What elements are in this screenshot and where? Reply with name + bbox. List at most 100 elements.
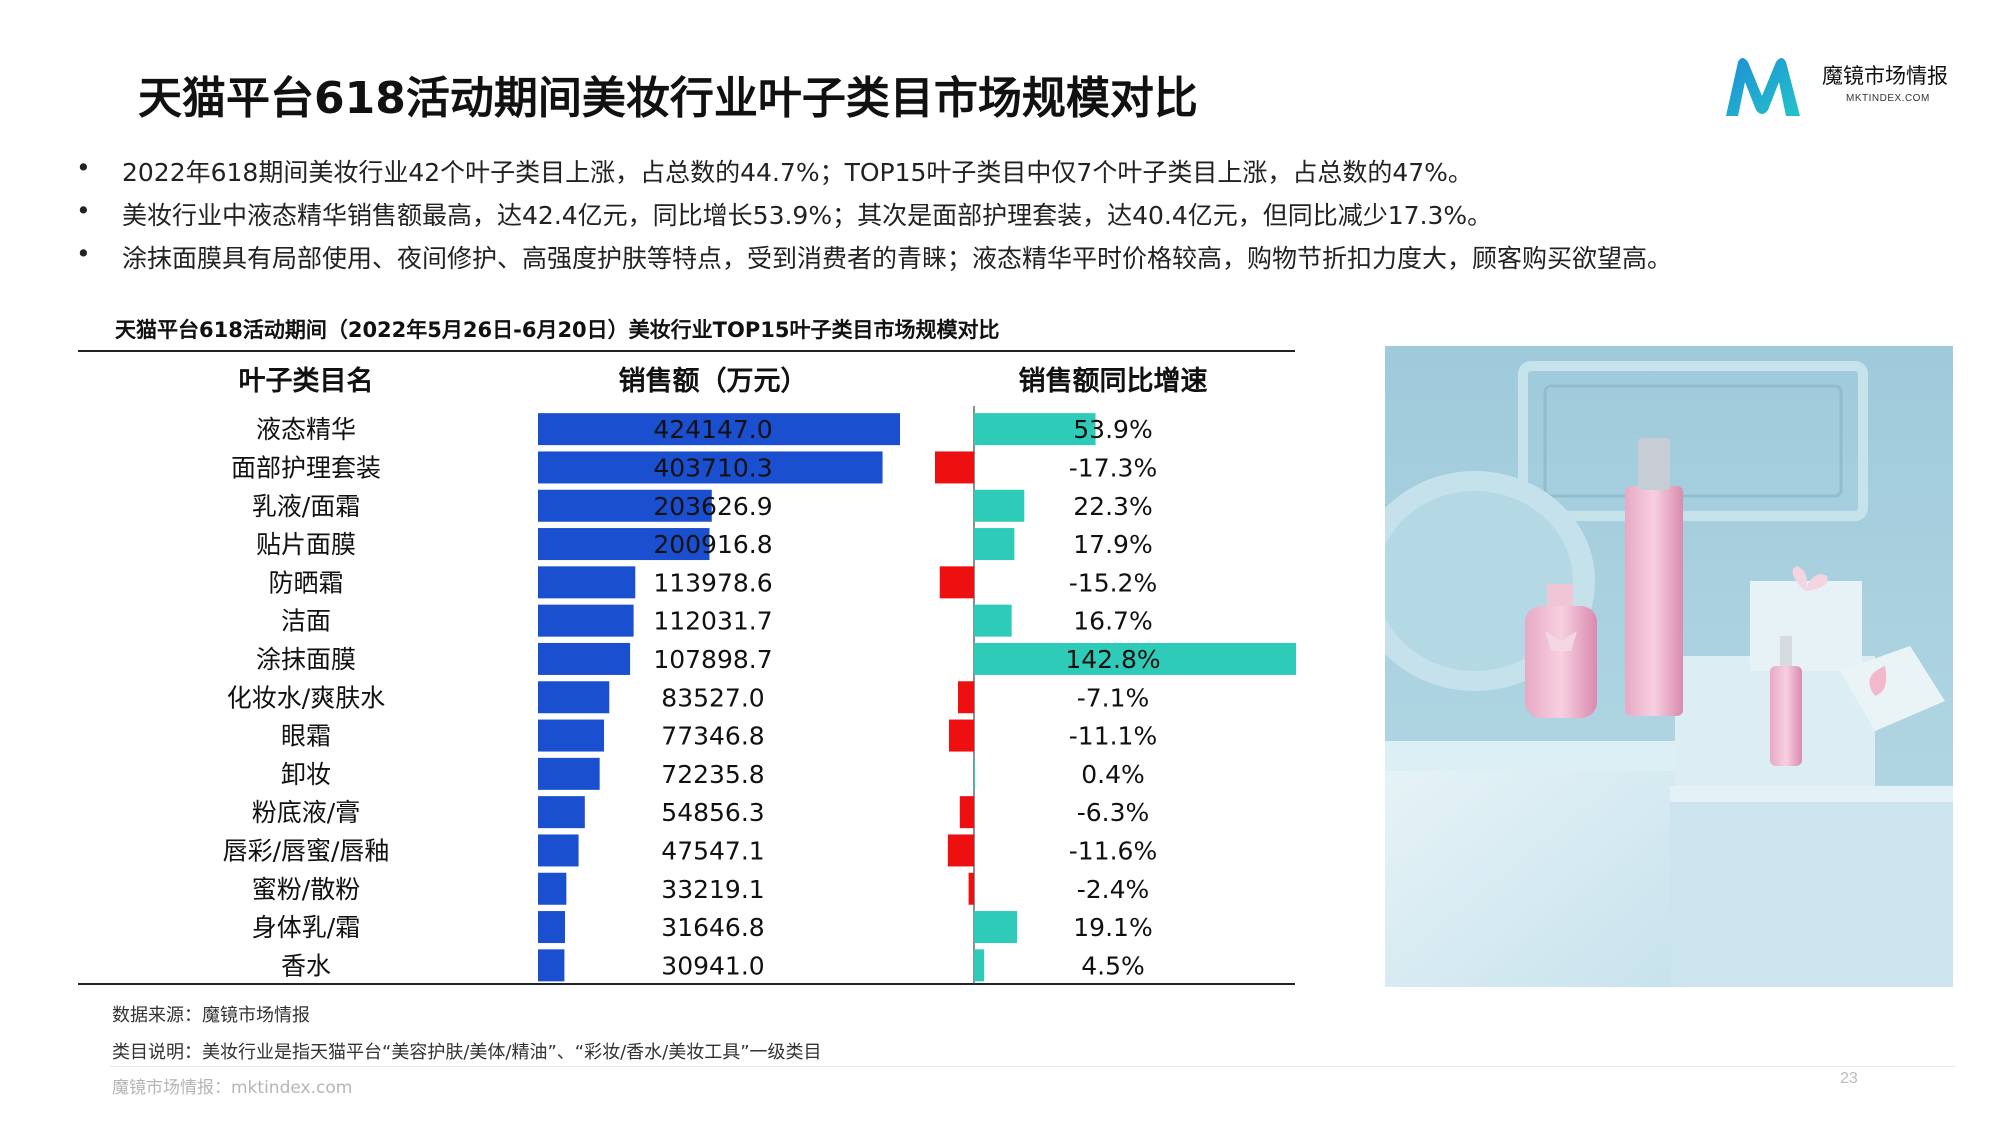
sales-bar bbox=[538, 451, 883, 484]
growth-value-label: 0.4% bbox=[1081, 760, 1145, 789]
sales-bar bbox=[538, 796, 585, 829]
category-label: 液态精华 bbox=[256, 415, 356, 444]
sales-value-label: 424147.0 bbox=[653, 415, 772, 444]
logo-m-icon bbox=[1726, 58, 1800, 116]
category-label: 乳液/面霜 bbox=[252, 492, 360, 521]
growth-bar bbox=[968, 872, 974, 905]
sales-bar bbox=[538, 834, 579, 867]
growth-value-label: -17.3% bbox=[1069, 453, 1157, 482]
growth-value-label: -2.4% bbox=[1077, 875, 1150, 904]
growth-bar bbox=[974, 949, 985, 982]
sales-bar bbox=[538, 489, 712, 522]
sales-value-label: 77346.8 bbox=[661, 722, 764, 751]
growth-bar bbox=[974, 489, 1025, 522]
brand-url: MKTINDEX.COM bbox=[1846, 93, 1930, 104]
footer-brand: 魔镜市场情报：mktindex.com bbox=[112, 1078, 353, 1098]
sales-bar bbox=[538, 413, 900, 446]
growth-value-label: 19.1% bbox=[1073, 913, 1152, 942]
category-label: 防晒霜 bbox=[268, 568, 343, 597]
page-title: 天猫平台618活动期间美妆行业叶子类目市场规模对比 bbox=[138, 73, 1198, 124]
growth-value-label: 22.3% bbox=[1073, 492, 1152, 521]
bullet-marker: • bbox=[76, 153, 91, 182]
page-number: 23 bbox=[1840, 1070, 1858, 1087]
sales-bar bbox=[538, 642, 631, 675]
category-label: 涂抹面膜 bbox=[256, 645, 356, 674]
bullet-text: 美妆行业中液态精华销售额最高，达42.4亿元，同比增长53.9%；其次是面部护理… bbox=[122, 201, 1493, 230]
sales-value-label: 31646.8 bbox=[661, 913, 764, 942]
growth-value-label: -6.3% bbox=[1077, 798, 1150, 827]
growth-value-label: -15.2% bbox=[1069, 568, 1157, 597]
sales-bar bbox=[538, 528, 710, 561]
footer-divider bbox=[110, 1066, 1955, 1067]
table-top-rule bbox=[78, 350, 1295, 352]
growth-value-label: 4.5% bbox=[1081, 951, 1145, 980]
sales-bar bbox=[538, 757, 600, 790]
growth-value-label: -11.1% bbox=[1069, 722, 1157, 751]
category-label: 化妆水/爽肤水 bbox=[227, 683, 385, 712]
column-header-category: 叶子类目名 bbox=[239, 365, 374, 397]
cosmetics-photo bbox=[1385, 346, 1953, 987]
sales-value-label: 112031.7 bbox=[653, 607, 772, 636]
category-label: 粉底液/膏 bbox=[252, 798, 360, 827]
column-header-growth: 销售额同比增速 bbox=[1019, 365, 1208, 397]
sales-bar bbox=[538, 911, 566, 944]
brand-name: 魔镜市场情报 bbox=[1822, 64, 1948, 88]
category-label: 面部护理套装 bbox=[231, 453, 381, 482]
growth-value-label: 16.7% bbox=[1073, 607, 1152, 636]
category-label: 贴片面膜 bbox=[256, 530, 356, 559]
growth-value-label: 53.9% bbox=[1073, 415, 1152, 444]
growth-bar bbox=[957, 681, 974, 714]
category-label: 洁面 bbox=[281, 607, 331, 636]
brand-logo: 魔镜市场情报 MKTINDEX.COM bbox=[1722, 52, 1962, 122]
bullet-item: • 涂抹面膜具有局部使用、夜间修护、高强度护肤等特点，受到消费者的青睐；液态精华… bbox=[70, 239, 1950, 282]
bullet-item: • 美妆行业中液态精华销售额最高，达42.4亿元，同比增长53.9%；其次是面部… bbox=[70, 196, 1950, 239]
sales-value-label: 33219.1 bbox=[661, 875, 764, 904]
category-note: 类目说明：美妆行业是指天猫平台“美容护肤/美体/精油”、“彩妆/香水/美妆工具”… bbox=[112, 1042, 822, 1063]
growth-value-label: -7.1% bbox=[1077, 683, 1150, 712]
growth-bar bbox=[974, 757, 975, 790]
sales-value-label: 83527.0 bbox=[661, 683, 764, 712]
sales-bar bbox=[538, 949, 565, 982]
growth-bar bbox=[959, 796, 974, 829]
growth-bar bbox=[974, 528, 1015, 561]
category-label: 香水 bbox=[281, 951, 331, 980]
sales-value-label: 113978.6 bbox=[653, 568, 772, 597]
category-label: 蜜粉/散粉 bbox=[252, 875, 360, 904]
data-source: 数据来源：魔镜市场情报 bbox=[112, 1005, 310, 1026]
sales-bar bbox=[538, 681, 610, 714]
sales-bar bbox=[538, 872, 567, 905]
growth-bar bbox=[934, 451, 974, 484]
summary-bullets: • 2022年618期间美妆行业42个叶子类目上涨，占总数的44.7%；TOP1… bbox=[70, 153, 1950, 282]
bullet-text: 2022年618期间美妆行业42个叶子类目上涨，占总数的44.7%；TOP15叶… bbox=[122, 158, 1473, 187]
growth-bar bbox=[947, 834, 974, 867]
bullet-marker: • bbox=[76, 196, 91, 225]
table-bottom-rule bbox=[78, 983, 1295, 985]
sales-value-label: 203626.9 bbox=[653, 492, 772, 521]
growth-bar bbox=[974, 604, 1012, 637]
growth-value-label: 17.9% bbox=[1073, 530, 1152, 559]
sales-value-label: 403710.3 bbox=[653, 453, 772, 482]
growth-bar bbox=[939, 566, 974, 599]
sales-table-chart: 叶子类目名 销售额（万元） 销售额同比增速 液态精华 424147.0 53.9% 面… bbox=[223, 365, 1296, 985]
category-label: 唇彩/唇蜜/唇釉 bbox=[223, 836, 390, 865]
growth-bar bbox=[948, 719, 974, 752]
sales-bar bbox=[538, 719, 605, 752]
bullet-item: • 2022年618期间美妆行业42个叶子类目上涨，占总数的44.7%；TOP1… bbox=[70, 153, 1950, 196]
sales-value-label: 200916.8 bbox=[653, 530, 772, 559]
bullet-text: 涂抹面膜具有局部使用、夜间修护、高强度护肤等特点，受到消费者的青睐；液态精华平时… bbox=[122, 244, 1673, 273]
sales-value-label: 72235.8 bbox=[661, 760, 764, 789]
growth-bar bbox=[974, 911, 1018, 944]
category-label: 身体乳/霜 bbox=[252, 913, 360, 942]
sales-value-label: 47547.1 bbox=[661, 836, 764, 865]
category-label: 卸妆 bbox=[281, 760, 331, 789]
sales-value-label: 54856.3 bbox=[661, 798, 764, 827]
category-label: 眼霜 bbox=[281, 722, 331, 751]
growth-bar bbox=[974, 642, 1296, 675]
chart-title: 天猫平台618活动期间（2022年5月26日-6月20日）美妆行业TOP15叶子… bbox=[115, 318, 1000, 342]
growth-bar bbox=[974, 413, 1096, 446]
bullet-marker: • bbox=[76, 239, 91, 268]
sales-value-label: 30941.0 bbox=[661, 951, 764, 980]
sales-value-label: 107898.7 bbox=[653, 645, 772, 674]
sales-bar bbox=[538, 566, 636, 599]
sales-bar bbox=[538, 604, 634, 637]
